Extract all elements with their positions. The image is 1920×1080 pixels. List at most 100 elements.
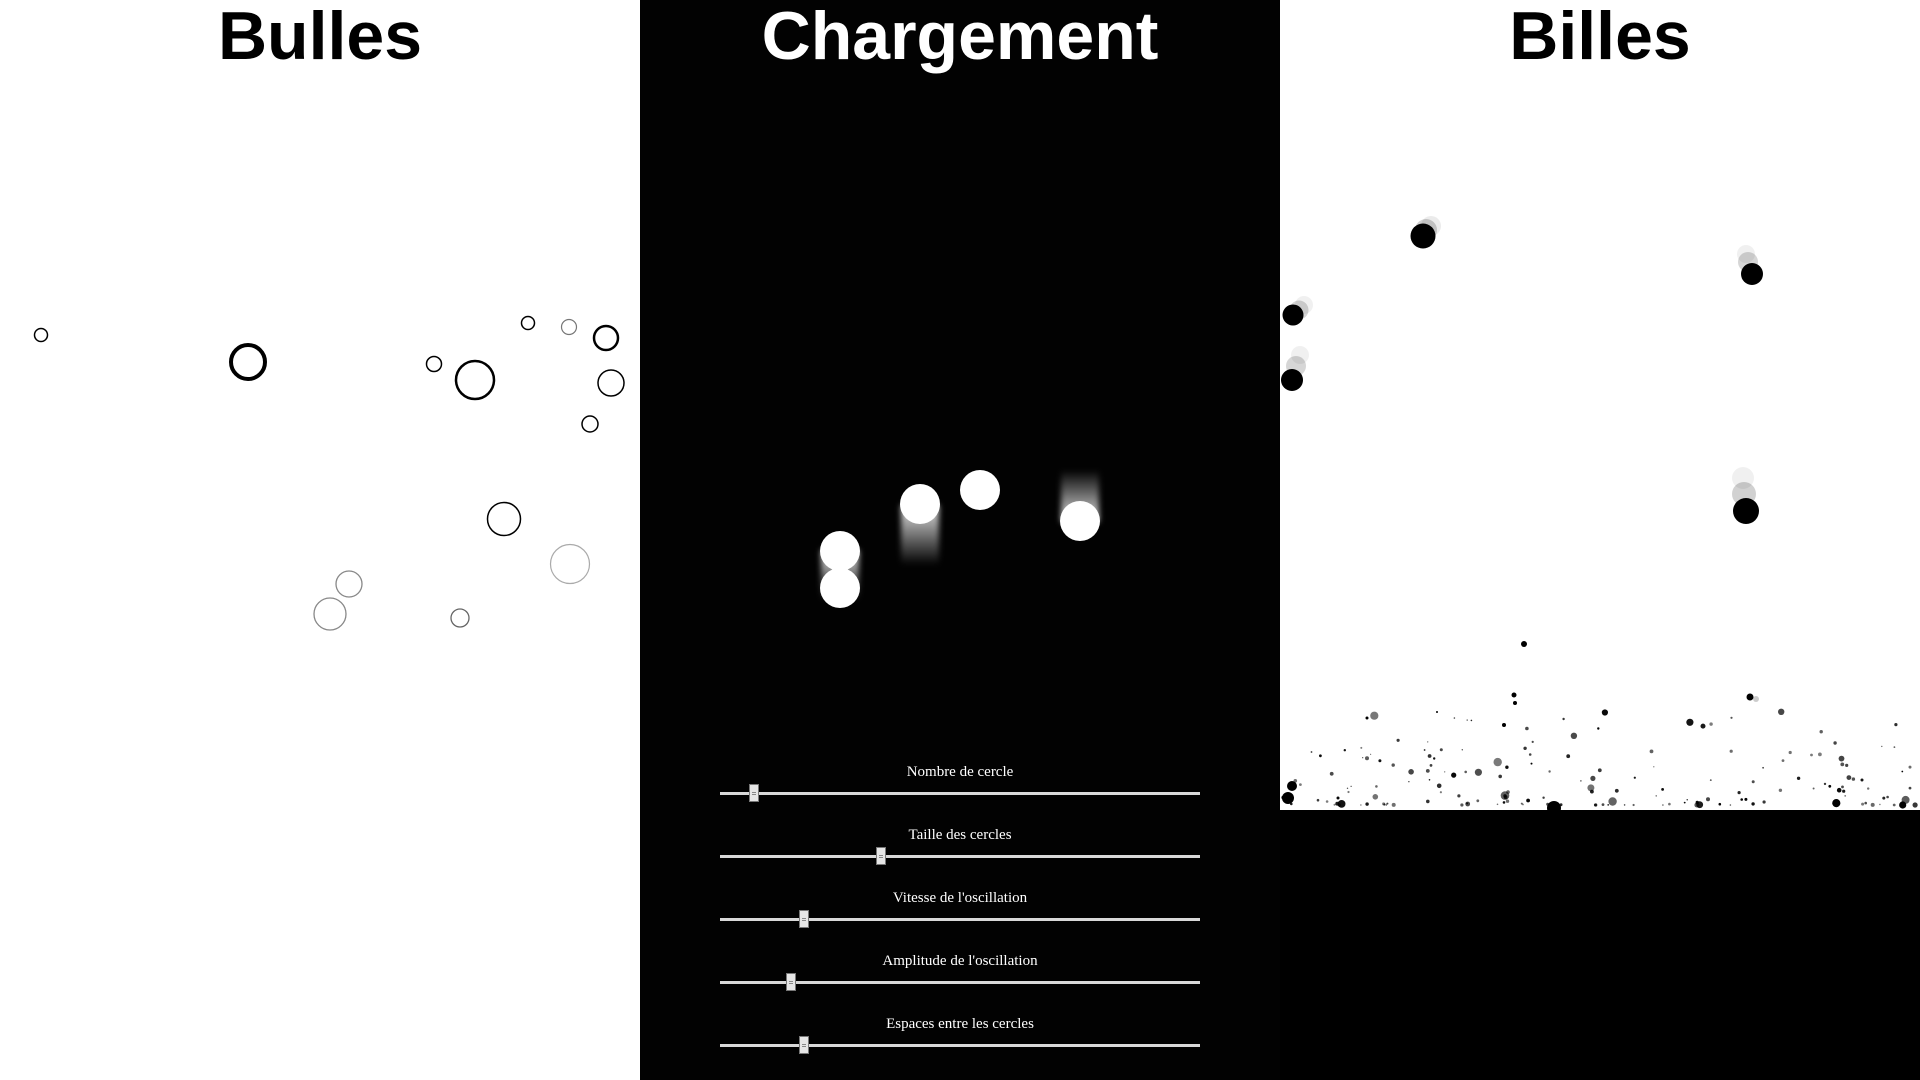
debris-particle: [1729, 804, 1732, 806]
slider-track[interactable]: [720, 981, 1200, 984]
debris-particle: [1316, 798, 1320, 802]
debris-particle: [1590, 775, 1596, 782]
debris-particle: [1861, 802, 1865, 806]
bubble: [229, 343, 267, 381]
debris-particle: [1796, 776, 1801, 780]
slider-oscillation-speed: Vitesse de l'oscillation: [720, 888, 1200, 951]
debris-particle: [1751, 802, 1755, 806]
loading-title: Chargement: [761, 0, 1159, 74]
debris-particle: [1845, 763, 1849, 768]
debris-particle: [1846, 775, 1852, 780]
slider-thumb[interactable]: [799, 1036, 809, 1054]
loading-panel: Chargement Nombre: [640, 0, 1280, 1080]
debris-particle: [1542, 796, 1545, 799]
debris-particle: [1840, 762, 1845, 767]
debris-particle: [1282, 792, 1294, 804]
debris-particle: [1408, 781, 1410, 783]
slider-label: Espaces entre les cercles: [886, 1016, 1034, 1032]
debris-particle: [1528, 753, 1532, 756]
debris-particle: [1408, 769, 1414, 775]
slider-track[interactable]: [720, 918, 1200, 921]
bubble: [592, 324, 620, 352]
debris-particle: [1476, 799, 1480, 803]
debris-particle: [1842, 789, 1846, 793]
slider-thumb[interactable]: [875, 847, 886, 865]
debris-particle: [1751, 780, 1755, 784]
debris-particle: [1439, 791, 1442, 794]
debris-particle: [1372, 794, 1379, 800]
marble-ghost: [1291, 346, 1309, 364]
debris-particle: [1378, 759, 1382, 763]
debris-particle: [1457, 794, 1461, 798]
debris-particle: [1310, 751, 1313, 753]
debris-particle: [1737, 791, 1741, 795]
debris-particle: [1788, 750, 1792, 755]
bubble: [560, 318, 578, 336]
marble: [1436, 711, 1438, 713]
debris-particle: [1506, 790, 1510, 794]
bubble: [581, 415, 599, 433]
debris-particle: [1781, 759, 1785, 762]
bubble: [425, 355, 443, 373]
debris-particle: [1587, 784, 1595, 792]
marble-ghost: [1737, 245, 1755, 263]
marbles: [1281, 216, 1763, 727]
marble: [1511, 692, 1517, 698]
marble: [1741, 263, 1763, 285]
debris-particle: [1908, 765, 1912, 769]
debris-particle: [1908, 786, 1912, 790]
debris-particle: [1912, 802, 1918, 808]
debris-particle: [1523, 746, 1527, 750]
marble-ghost: [1732, 467, 1754, 489]
loading-dot: [1060, 501, 1100, 541]
slider-track[interactable]: [720, 792, 1200, 795]
debris-particle: [1530, 762, 1533, 765]
debris-particle: [1474, 768, 1482, 776]
slider-thumb[interactable]: [786, 973, 797, 991]
debris-particle: [1566, 754, 1571, 759]
slider-circle-spacing: Espaces entre les cercles: [720, 1014, 1200, 1077]
debris-particle: [1864, 801, 1867, 805]
debris-particle: [1819, 730, 1823, 734]
debris-particle: [1531, 740, 1534, 744]
debris-particle: [1762, 766, 1764, 769]
slider-circle-size: Taille des cercles: [720, 825, 1200, 888]
debris-particle: [1893, 746, 1896, 748]
debris-particle: [1427, 754, 1432, 758]
bubble: [520, 315, 536, 331]
debris-particle: [1444, 771, 1446, 773]
slider-track[interactable]: [720, 1044, 1200, 1047]
loading-dot: [960, 470, 1000, 510]
bubble: [486, 501, 522, 537]
debris-particle: [1668, 802, 1671, 806]
debris-particle: [1601, 803, 1605, 806]
debris-particle: [1633, 776, 1636, 779]
debris-particle: [1470, 719, 1473, 722]
bubble: [450, 608, 470, 628]
marble: [1513, 701, 1517, 705]
debris-particle: [1425, 769, 1430, 773]
debris-particle: [1892, 803, 1896, 807]
debris-particle: [1608, 797, 1617, 806]
debris-particle: [1287, 781, 1297, 791]
settings-sliders: Nombre de cercle Taille des cercles Vite…: [720, 762, 1200, 1077]
debris-particle: [1391, 802, 1396, 807]
marble: [1281, 369, 1303, 391]
debris-particle: [1614, 788, 1619, 793]
debris-particle: [1828, 784, 1832, 788]
loading-canvas: [820, 470, 1100, 608]
slider-track[interactable]: [720, 855, 1200, 858]
marble: [1502, 723, 1506, 727]
slider-thumb[interactable]: [748, 784, 759, 802]
loading-dot: [820, 531, 860, 571]
debris-particle: [1744, 797, 1748, 801]
debris-particle: [1427, 741, 1429, 743]
debris-particle: [1433, 757, 1436, 760]
debris-particle: [1570, 732, 1578, 739]
debris-particle: [1451, 772, 1457, 778]
debris-particle: [1901, 770, 1904, 773]
slider-thumb[interactable]: [799, 910, 809, 928]
debris-particle: [1601, 709, 1608, 716]
debris-particle: [1319, 754, 1322, 758]
debris-particle: [1844, 795, 1847, 797]
